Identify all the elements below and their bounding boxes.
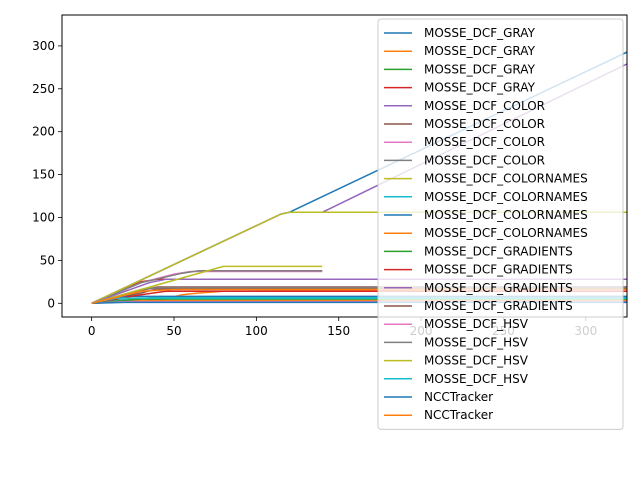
legend-label: MOSSE_DCF_GRAY — [424, 44, 536, 58]
y-tick-label: 100 — [32, 210, 55, 224]
x-tick-label: 50 — [166, 324, 181, 338]
y-tick-label: 300 — [32, 39, 55, 53]
x-tick-label: 0 — [88, 324, 96, 338]
legend-label: MOSSE_DCF_COLOR — [424, 135, 545, 149]
y-tick-label: 0 — [47, 296, 55, 310]
plot-frame — [61, 14, 628, 318]
legend-label: MOSSE_DCF_GRADIENTS — [424, 244, 573, 258]
x-tick-label: 150 — [327, 324, 350, 338]
legend-label: MOSSE_DCF_HSV — [424, 317, 529, 331]
y-tick-label: 50 — [40, 253, 55, 267]
legend-label: MOSSE_DCF_GRAY — [424, 62, 536, 76]
series-line-18 — [91, 265, 323, 305]
legend-label: MOSSE_DCF_GRAY — [424, 81, 536, 95]
y-tick-label: 250 — [32, 82, 55, 96]
legend-label: MOSSE_DCF_COLORNAMES — [424, 190, 588, 204]
y-axis: 0 50 100 150 200 250 300 — [32, 39, 62, 310]
legend-label: MOSSE_DCF_GRAY — [424, 26, 536, 40]
y-tick-label: 200 — [32, 125, 55, 139]
legend-label: MOSSE_DCF_COLORNAMES — [424, 208, 588, 222]
legend-label: MOSSE_DCF_COLOR — [424, 117, 545, 131]
legend-label: MOSSE_DCF_GRADIENTS — [424, 299, 573, 313]
legend-label: MOSSE_DCF_COLORNAMES — [424, 172, 588, 186]
legend-label: MOSSE_DCF_COLOR — [424, 99, 545, 113]
legend-label: MOSSE_DCF_HSV — [424, 354, 529, 368]
legend-label: MOSSE_DCF_COLOR — [424, 153, 545, 167]
legend-label: MOSSE_DCF_HSV — [424, 372, 529, 386]
legend-label: MOSSE_DCF_COLORNAMES — [424, 226, 588, 240]
legend: MOSSE_DCF_GRAY MOSSE_DCF_GRAY MOSSE_DCF_GR… — [377, 18, 624, 430]
x-tick-label: 100 — [245, 324, 268, 338]
legend-label: MOSSE_DCF_GRADIENTS — [424, 281, 573, 295]
series-line-7 — [91, 269, 323, 304]
legend-label: NCCTracker — [424, 390, 493, 404]
y-tick-label: 150 — [32, 168, 55, 182]
legend-label: MOSSE_DCF_GRADIENTS — [424, 263, 573, 277]
legend-label: MOSSE_DCF_HSV — [424, 335, 529, 349]
legend-box — [377, 18, 624, 430]
legend-label: NCCTracker — [424, 408, 493, 422]
